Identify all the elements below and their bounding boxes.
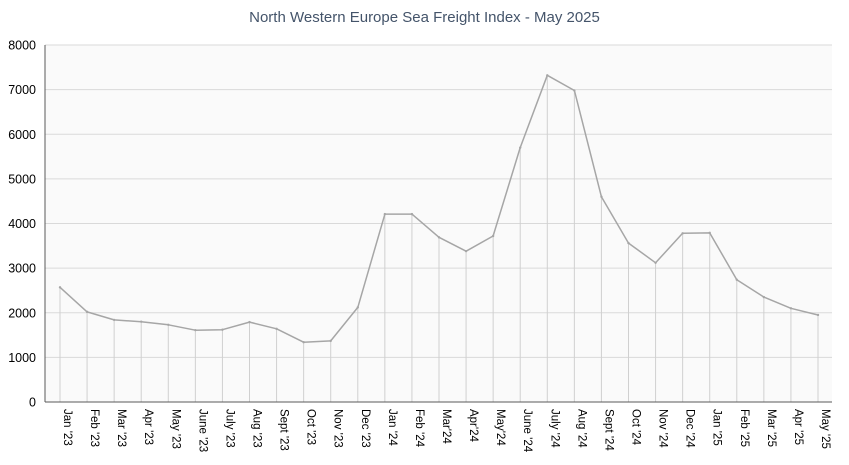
- x-tick-label: Nov '23: [332, 409, 344, 448]
- data-point: [410, 212, 414, 216]
- x-tick-label: Aug '24: [575, 409, 587, 448]
- x-axis: Jan '23 Feb '23 Mar '23 Apr '23 May '23 June …: [45, 401, 832, 453]
- x-tick-label: Oct '23: [305, 409, 317, 445]
- y-tick-label: 6000: [8, 128, 36, 142]
- y-tick-label: 5000: [8, 172, 36, 186]
- data-point: [464, 249, 468, 253]
- data-point: [85, 310, 89, 314]
- data-point: [816, 313, 820, 317]
- x-tick-label: Jan '23: [61, 409, 73, 446]
- x-tick-label: Apr'24: [467, 409, 479, 442]
- data-point: [573, 89, 576, 92]
- data-point: [491, 234, 495, 238]
- data-point: [654, 261, 657, 264]
- x-tick-label: Feb '24: [413, 409, 425, 448]
- y-tick-label: 1000: [8, 351, 36, 365]
- y-tick-label: 0: [29, 396, 36, 410]
- data-point: [302, 341, 305, 344]
- data-point: [681, 232, 684, 235]
- data-point: [194, 328, 197, 332]
- data-point: [519, 146, 522, 149]
- data-point: [789, 307, 793, 310]
- x-tick-label: Feb '25: [738, 409, 750, 447]
- series-layer: [58, 74, 820, 344]
- data-point: [383, 212, 387, 216]
- x-tick-label: Jan '24: [386, 409, 398, 446]
- data-point: [112, 318, 116, 322]
- y-tick-label: 2000: [8, 306, 36, 320]
- data-point: [600, 195, 603, 198]
- x-tick-label: Oct '24: [630, 409, 642, 446]
- x-tick-label: Dec '23: [359, 409, 371, 448]
- x-tick-label: Jan '25: [711, 409, 723, 446]
- x-tick-label: Sept '23: [278, 409, 290, 451]
- data-point: [437, 236, 441, 239]
- x-tick-label: Mar'24: [440, 409, 452, 444]
- data-point: [221, 328, 224, 331]
- data-point: [546, 74, 549, 77]
- x-tick-label: Mar '23: [115, 409, 127, 447]
- x-tick-label: June '24: [521, 409, 533, 453]
- x-tick-label: Mar '25: [765, 409, 777, 447]
- y-axis: 0 1000 2000 3000 4000 5000 6000 7000 8000: [8, 39, 46, 410]
- data-point: [248, 320, 251, 324]
- data-point: [762, 295, 766, 299]
- x-tick-label: Sept '24: [602, 409, 614, 451]
- x-tick-label: Feb '23: [88, 409, 100, 447]
- data-point: [58, 286, 62, 289]
- drop-lines: [59, 75, 819, 402]
- data-point: [627, 241, 630, 245]
- x-tick-label: Aug '23: [251, 409, 263, 448]
- data-point: [167, 323, 170, 326]
- x-tick-label: July '23: [223, 409, 235, 448]
- data-point: [275, 327, 278, 331]
- x-tick-label: May '23: [169, 409, 181, 449]
- data-point: [735, 278, 738, 281]
- data-point: [140, 320, 143, 323]
- x-tick-label: May '25: [819, 409, 831, 449]
- x-tick-label: Apr '23: [142, 409, 154, 445]
- x-tick-label: Dec '24: [684, 409, 696, 448]
- x-tick-label: May'24: [494, 409, 506, 446]
- x-tick-label: June '23: [196, 409, 208, 452]
- data-point: [356, 306, 359, 309]
- data-point: [708, 231, 711, 235]
- y-tick-label: 7000: [8, 83, 36, 97]
- y-tick-label: 8000: [8, 39, 36, 53]
- x-tick-label: Apr '25: [792, 409, 804, 445]
- y-tick-label: 4000: [8, 217, 36, 231]
- x-tick-label: July '24: [548, 409, 560, 448]
- chart-title: North Western Europe Sea Freight Index -…: [249, 9, 600, 26]
- y-tick-label: 3000: [8, 262, 36, 276]
- x-tick-label: Nov '24: [657, 409, 669, 448]
- data-point: [329, 339, 332, 343]
